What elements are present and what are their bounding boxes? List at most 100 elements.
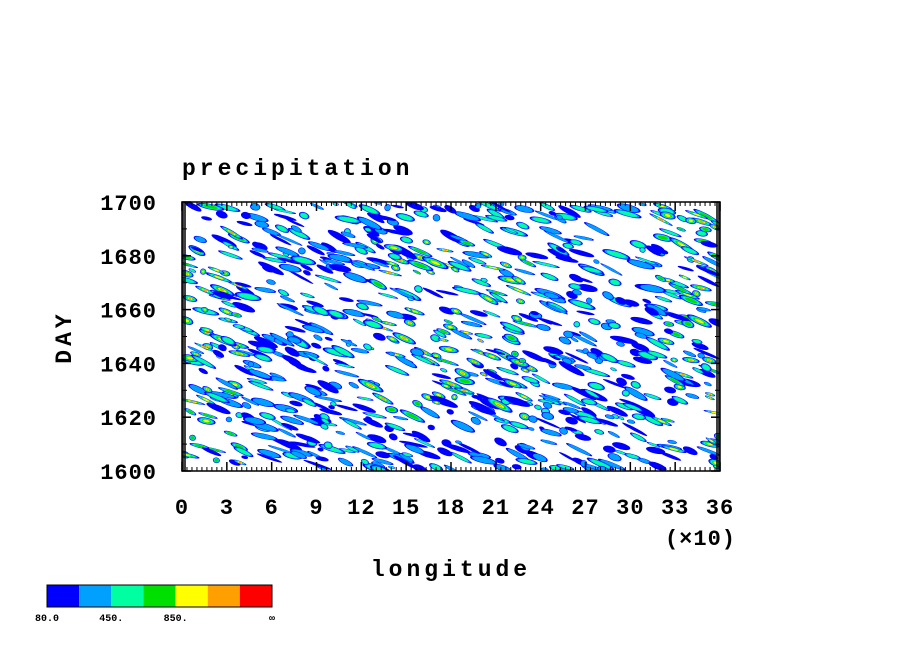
precip-contour <box>518 443 534 449</box>
precip-contour <box>642 298 652 304</box>
precip-contour <box>488 354 496 358</box>
precip-contour <box>514 445 529 454</box>
precip-contour <box>238 461 242 464</box>
precip-contour <box>352 403 377 413</box>
precip-contour <box>322 365 330 372</box>
precip-contour <box>500 209 516 215</box>
precip-contour <box>336 370 358 377</box>
precip-contour <box>612 442 631 451</box>
precip-contour <box>615 450 626 455</box>
precip-contour <box>255 221 268 228</box>
precip-contour <box>229 246 233 248</box>
precip-contour <box>634 414 644 419</box>
precip-contour <box>704 382 712 386</box>
precip-contour <box>278 304 302 315</box>
colorbar-swatch <box>143 585 176 607</box>
precip-contour <box>632 241 645 248</box>
precip-contour <box>609 323 619 328</box>
precip-contour <box>203 289 207 292</box>
precip-contour <box>455 440 462 444</box>
precip-contour <box>585 223 608 235</box>
precip-contour <box>657 419 666 424</box>
precip-contour <box>253 336 278 349</box>
precip-contour <box>530 310 539 316</box>
precip-contour <box>271 333 293 346</box>
precip-contour <box>439 359 453 364</box>
precip-contour <box>662 340 670 343</box>
precip-contour <box>381 293 395 298</box>
precip-contour <box>608 431 619 438</box>
precip-contour <box>580 417 598 423</box>
precip-contour <box>438 306 455 315</box>
precip-contour <box>648 461 667 471</box>
precip-contour <box>571 337 578 342</box>
precip-contour <box>247 213 267 222</box>
precip-contour <box>664 360 677 368</box>
precip-contour <box>435 289 459 296</box>
precip-contour <box>564 426 578 432</box>
precip-contour <box>555 246 566 253</box>
precip-contour <box>362 206 377 214</box>
precip-contour <box>291 225 301 232</box>
x-tick-label: 9 <box>309 496 323 521</box>
precip-contour <box>256 354 270 361</box>
axes: 0 3 6 9 12 15 18 21 24 27 30 33 36160016201640166016… <box>100 192 733 521</box>
precip-contour <box>583 348 589 354</box>
precip-contour <box>494 464 511 471</box>
precip-contour <box>459 379 471 384</box>
precip-contour <box>367 212 385 224</box>
precip-contour <box>250 203 260 210</box>
precip-contour <box>494 437 507 447</box>
precip-contour <box>639 203 647 206</box>
precip-contour <box>252 433 276 440</box>
precip-contour <box>514 317 519 320</box>
contours <box>182 202 720 471</box>
precip-contour <box>658 218 664 222</box>
precip-contour <box>516 269 534 275</box>
precip-contour <box>362 459 368 464</box>
precip-contour <box>373 281 383 288</box>
precip-contour <box>558 361 585 377</box>
precip-contour <box>188 297 192 300</box>
precip-contour <box>208 393 226 402</box>
precip-contour <box>434 401 439 404</box>
precip-contour <box>616 341 625 347</box>
precip-contour <box>214 458 219 462</box>
precip-contour <box>281 422 299 431</box>
precip-contour <box>278 235 301 245</box>
precip-contour <box>279 290 288 296</box>
colorbar-swatch <box>79 585 112 607</box>
precip-contour <box>417 439 432 447</box>
precip-contour <box>338 216 358 223</box>
precip-contour <box>698 353 705 358</box>
precip-contour <box>201 216 213 221</box>
precip-contour <box>266 279 275 285</box>
y-tick-label: 1680 <box>100 246 157 271</box>
precip-contour <box>549 303 565 311</box>
precip-contour <box>573 334 595 346</box>
chart-title: precipitation <box>182 156 413 182</box>
precip-contour <box>697 307 710 311</box>
precip-contour <box>596 211 611 216</box>
x-tick-label: 33 <box>661 496 689 521</box>
precip-contour <box>540 226 561 234</box>
precip-contour <box>229 231 234 235</box>
precip-contour <box>274 339 283 345</box>
precip-contour <box>234 324 244 329</box>
precip-contour <box>699 220 704 223</box>
precip-contour <box>632 356 653 364</box>
precip-contour <box>483 253 489 256</box>
precip-contour <box>442 339 445 341</box>
precip-contour <box>345 420 359 428</box>
precip-contour <box>375 214 397 222</box>
precip-contour <box>503 396 531 407</box>
precip-contour <box>649 338 667 349</box>
precip-contour <box>487 240 504 248</box>
precip-contour <box>618 361 633 367</box>
precip-contour <box>700 240 718 248</box>
precip-contour <box>407 308 411 311</box>
precip-contour <box>683 247 697 254</box>
precip-contour <box>188 346 203 354</box>
precip-contour <box>394 416 408 420</box>
precip-contour <box>533 416 562 429</box>
